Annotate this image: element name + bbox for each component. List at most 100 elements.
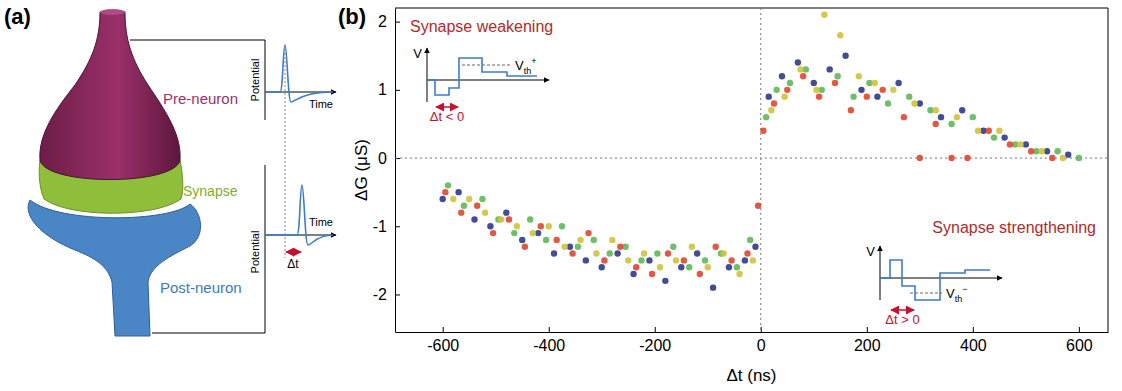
- tick-label: 0: [757, 337, 766, 354]
- point: [856, 73, 862, 79]
- inset-axis: [427, 48, 428, 102]
- point: [543, 237, 549, 243]
- panel-label: (b): [338, 4, 366, 29]
- point: [514, 223, 520, 229]
- point: [906, 93, 912, 99]
- point: [551, 250, 557, 256]
- point: [1007, 141, 1013, 147]
- post-neuron-shape: [28, 200, 200, 336]
- tick-label: -400: [533, 337, 565, 354]
- annotation: Synapse strengthening: [932, 219, 1096, 236]
- tick: -1: [373, 218, 400, 235]
- point: [689, 244, 695, 250]
- trace-axis: [265, 40, 266, 120]
- point: [842, 53, 848, 59]
- point: [800, 73, 806, 79]
- point: [614, 250, 620, 256]
- threshold-label-part: th: [524, 66, 532, 76]
- y-axis-title: ΔG (μS): [352, 139, 371, 201]
- point: [986, 128, 992, 134]
- series: [440, 53, 1072, 291]
- inset: VVth+Δt < 0: [413, 46, 549, 124]
- point: [864, 93, 870, 99]
- tick: -2: [373, 286, 400, 303]
- point: [933, 107, 939, 113]
- tick: 2: [378, 13, 400, 30]
- reference-line: [760, 8, 761, 332]
- point: [593, 250, 599, 256]
- point: [832, 80, 838, 86]
- figure: (a)Pre-neuronSynapsePost-neuronPotential…: [0, 0, 1122, 391]
- point: [649, 271, 655, 277]
- panel-b: (b)-600-400-2000200400600-2-1012Δt (ns)Δ…: [338, 4, 1109, 385]
- tick-mark: [867, 327, 868, 332]
- point: [821, 12, 827, 18]
- point: [601, 257, 607, 263]
- tick-label: 1: [378, 81, 387, 98]
- point: [773, 87, 779, 93]
- point: [917, 155, 923, 161]
- tick-label: 600: [1066, 337, 1093, 354]
- point: [850, 93, 856, 99]
- connector: [130, 40, 265, 41]
- point: [538, 223, 544, 229]
- threshold-label-part: +: [531, 56, 536, 66]
- point: [795, 59, 801, 65]
- delay-label: Δt > 0: [885, 312, 919, 327]
- trace-axis-title: Potential: [249, 231, 261, 274]
- tick: 1: [378, 81, 400, 98]
- x-axis: -600-400-2000200400600: [396, 327, 1109, 354]
- axis-line: [396, 332, 1109, 333]
- point: [694, 250, 700, 256]
- point: [519, 237, 525, 243]
- point: [633, 264, 639, 270]
- point: [673, 257, 679, 263]
- point: [559, 223, 565, 229]
- part-label: Post-neuron: [160, 279, 242, 296]
- point: [474, 203, 480, 209]
- point: [848, 107, 854, 113]
- point: [771, 100, 777, 106]
- reference-line: [395, 158, 1108, 159]
- point: [959, 107, 965, 113]
- point: [625, 257, 631, 263]
- point: [734, 264, 740, 270]
- point: [890, 87, 896, 93]
- point: [461, 203, 467, 209]
- timing-guide: [285, 45, 286, 258]
- threshold-label: Vth−: [946, 284, 967, 304]
- threshold-label: Vth+: [515, 56, 536, 76]
- point: [911, 100, 917, 106]
- tick: -200: [639, 327, 671, 354]
- point: [662, 278, 668, 284]
- point: [880, 87, 886, 93]
- trace-axis-title: Time: [309, 216, 333, 228]
- point: [575, 244, 581, 250]
- point: [872, 80, 878, 86]
- point: [458, 209, 464, 215]
- point: [591, 237, 597, 243]
- point: [901, 114, 907, 120]
- point: [752, 244, 758, 250]
- tick-label: -2: [373, 286, 387, 303]
- panel-a: (a)Pre-neuronSynapsePost-neuronPotential…: [4, 4, 336, 336]
- inset-axis-title: V: [413, 46, 422, 61]
- point: [713, 244, 719, 250]
- tick-label: 400: [960, 337, 987, 354]
- point: [948, 155, 954, 161]
- tick-label: 0: [378, 150, 387, 167]
- tick: -400: [533, 327, 565, 354]
- point: [766, 93, 772, 99]
- spike: [265, 45, 333, 102]
- point: [577, 237, 583, 243]
- point: [895, 80, 901, 86]
- point: [1054, 148, 1060, 154]
- point: [1065, 151, 1071, 157]
- point: [813, 87, 819, 93]
- pre-neuron-shape: [40, 12, 180, 180]
- point: [702, 257, 708, 263]
- panel-label: (a): [4, 4, 31, 29]
- point: [975, 128, 981, 134]
- point: [720, 250, 726, 256]
- point: [522, 244, 528, 250]
